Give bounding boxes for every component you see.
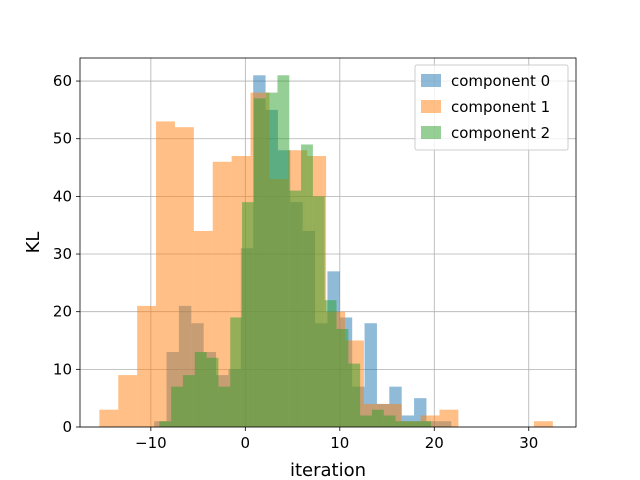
y-axis-label: KL: [23, 232, 44, 254]
legend-swatch: [421, 126, 441, 139]
legend-box: [414, 64, 569, 151]
x-tick-label: 0: [241, 434, 251, 452]
histogram-bar: [182, 375, 195, 427]
histogram-bar: [419, 421, 431, 427]
histogram-bar: [265, 92, 278, 427]
legend-label: component 1: [451, 98, 550, 116]
histogram-bar: [407, 421, 420, 427]
x-tick-label: 10: [330, 434, 349, 452]
y-tick-label: 30: [53, 245, 72, 263]
legend: component 0 component 1 component 2: [414, 64, 569, 151]
y-tick-label: 20: [53, 303, 72, 321]
y-tick-label: 10: [53, 360, 72, 378]
histogram-bar: [395, 421, 408, 427]
histogram-bar: [371, 409, 384, 427]
histogram-bar: [174, 127, 194, 427]
histogram-bar: [277, 75, 290, 427]
y-tick-label: 50: [53, 130, 72, 148]
histogram-bar: [218, 386, 231, 427]
histogram-bar: [348, 363, 361, 427]
histogram-bar: [336, 328, 349, 427]
histogram-bar: [364, 323, 377, 427]
histogram-bar: [171, 386, 183, 427]
histogram-bar: [206, 357, 219, 427]
histogram-bar: [439, 409, 459, 427]
x-tick-label: −10: [135, 434, 167, 452]
histogram-bar: [383, 415, 396, 427]
histogram-bar: [118, 375, 138, 427]
x-tick-label: 20: [425, 434, 444, 452]
x-axis-label: iteration: [290, 460, 366, 480]
x-tick-label: 30: [519, 434, 538, 452]
legend-label: component 0: [451, 72, 550, 90]
histogram-bar: [230, 317, 243, 427]
axis-ticks: −10 0 10 20 30 0 10 20 30 40 50 60: [53, 72, 538, 452]
histogram-bar: [312, 196, 325, 427]
plot-frame: [79, 57, 577, 428]
histogram-bar: [159, 421, 172, 427]
histogram-bar: [533, 421, 553, 427]
histogram-bar: [99, 409, 119, 427]
legend-swatch: [421, 74, 441, 87]
histogram-bars: [99, 75, 553, 427]
y-tick-label: 60: [53, 72, 72, 90]
histogram-bar: [137, 305, 157, 427]
histogram-bar: [242, 202, 254, 427]
histogram-bar: [289, 190, 302, 427]
histogram-bar: [156, 121, 175, 427]
histogram-bar: [253, 98, 266, 427]
series-2: [159, 75, 431, 427]
histogram-bar: [360, 415, 372, 427]
histogram-bar: [301, 144, 313, 427]
histogram-bar: [194, 352, 207, 427]
y-tick-label: 0: [62, 418, 72, 436]
legend-swatch: [421, 100, 441, 113]
y-tick-label: 40: [53, 187, 72, 205]
legend-label: component 2: [451, 124, 550, 142]
histogram-bar: [324, 300, 337, 427]
